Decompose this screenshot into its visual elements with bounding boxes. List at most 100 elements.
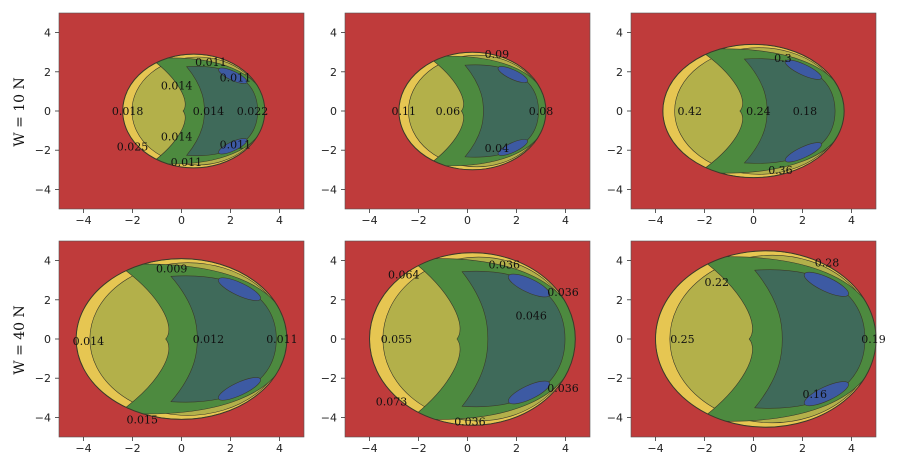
contour-label: 0.22 bbox=[705, 276, 730, 289]
y-tick-label: 4 bbox=[44, 27, 51, 40]
y-tick-label: −4 bbox=[607, 183, 623, 196]
y-tick-label: −4 bbox=[35, 183, 51, 196]
x-tick-label: 0 bbox=[750, 214, 757, 227]
y-tick-label: 2 bbox=[44, 66, 51, 79]
contour-panel: −4 −2 0 2 4 −4 −2 0 2 4 0.09 0.11 0.06 0.08 0.04 bbox=[321, 12, 591, 227]
x-tick-label: 0 bbox=[750, 442, 757, 455]
contour-band bbox=[507, 273, 551, 298]
contour-label: 0.18 bbox=[793, 105, 818, 118]
x-tick-label: 4 bbox=[562, 214, 569, 227]
contour-label: 0.3 bbox=[774, 52, 792, 65]
y-tick-label: 0 bbox=[44, 333, 51, 346]
contour-band bbox=[217, 277, 261, 301]
contour-label: 0.012 bbox=[193, 333, 225, 346]
contour-label: 0.014 bbox=[193, 105, 225, 118]
x-tick-label: −4 bbox=[361, 214, 377, 227]
contact-boundary bbox=[369, 252, 576, 426]
x-tick-label: 2 bbox=[513, 214, 520, 227]
y-tick-label: −4 bbox=[35, 411, 51, 424]
x-tick-label: 4 bbox=[276, 214, 283, 227]
contour-label: 0.014 bbox=[161, 130, 193, 143]
x-tick-label: 0 bbox=[464, 442, 471, 455]
contour-label: 0.25 bbox=[670, 333, 695, 346]
y-tick-label: 0 bbox=[330, 105, 337, 118]
contour-label: 0.064 bbox=[388, 268, 420, 281]
x-tick-label: −4 bbox=[647, 214, 663, 227]
x-tick-label: −4 bbox=[361, 442, 377, 455]
y-tick-label: 4 bbox=[616, 27, 623, 40]
x-tick-label: 4 bbox=[276, 442, 283, 455]
row-label-top: W = 10 N bbox=[12, 77, 28, 147]
contact-boundary bbox=[75, 258, 288, 420]
contact-boundary bbox=[662, 43, 845, 179]
contact-boundary bbox=[122, 53, 266, 169]
contour-label: 0.073 bbox=[376, 396, 408, 409]
contour-label: 0.036 bbox=[547, 286, 579, 299]
x-tick-label: −2 bbox=[696, 214, 712, 227]
contour-label: 0.011 bbox=[220, 72, 252, 85]
contour-label: 0.06 bbox=[436, 105, 461, 118]
y-tick-label: −4 bbox=[321, 183, 337, 196]
contour-label: 0.018 bbox=[112, 105, 144, 118]
y-tick-label: −2 bbox=[35, 372, 51, 385]
x-tick-label: 2 bbox=[513, 442, 520, 455]
x-tick-label: −4 bbox=[75, 214, 91, 227]
x-tick-label: −4 bbox=[647, 442, 663, 455]
contour-label: 0.014 bbox=[73, 335, 105, 348]
y-tick-label: 2 bbox=[616, 294, 623, 307]
contour-band bbox=[217, 377, 261, 401]
contour-label: 0.046 bbox=[515, 309, 547, 322]
x-tick-label: −2 bbox=[124, 214, 140, 227]
contour-label: 0.009 bbox=[156, 262, 188, 275]
contour-label: 0.08 bbox=[529, 105, 554, 118]
contour-band bbox=[218, 138, 248, 155]
contour-panel: −4 −2 0 2 4−4−20240.0640.0360.0360.0460.0550… bbox=[321, 240, 591, 455]
contour-band bbox=[497, 139, 528, 156]
contour-label: 0.09 bbox=[485, 48, 510, 61]
y-tick-label: −2 bbox=[607, 372, 623, 385]
y-tick-label: 0 bbox=[330, 333, 337, 346]
x-tick-label: −2 bbox=[410, 214, 426, 227]
x-tick-label: −2 bbox=[696, 442, 712, 455]
x-tick-label: 4 bbox=[848, 442, 855, 455]
contour-band bbox=[803, 381, 849, 407]
y-tick-label: −2 bbox=[321, 144, 337, 157]
y-tick-label: 2 bbox=[330, 294, 337, 307]
contour-label: 0.025 bbox=[117, 140, 149, 153]
y-tick-label: −2 bbox=[35, 144, 51, 157]
y-tick-label: −4 bbox=[607, 411, 623, 424]
y-tick-label: 4 bbox=[330, 27, 337, 40]
x-tick-label: 0 bbox=[464, 214, 471, 227]
x-tick-label: 0 bbox=[178, 214, 185, 227]
y-tick-label: 0 bbox=[616, 333, 623, 346]
contact-boundary bbox=[398, 51, 547, 171]
x-tick-label: 2 bbox=[799, 214, 806, 227]
contour-band bbox=[803, 271, 849, 297]
contour-label: 0.36 bbox=[768, 164, 793, 177]
y-tick-label: 2 bbox=[616, 66, 623, 79]
contour-label: 0.036 bbox=[454, 415, 486, 428]
contour-label: 0.28 bbox=[815, 257, 840, 270]
x-tick-label: 2 bbox=[799, 442, 806, 455]
y-tick-label: −4 bbox=[321, 411, 337, 424]
contour-band bbox=[784, 59, 822, 80]
x-tick-label: −2 bbox=[410, 442, 426, 455]
contour-label: 0.015 bbox=[127, 413, 159, 426]
y-tick-label: −2 bbox=[607, 144, 623, 157]
contour-label: 0.014 bbox=[161, 80, 193, 93]
y-tick-label: 2 bbox=[44, 294, 51, 307]
contour-band bbox=[784, 142, 822, 163]
y-tick-label: 4 bbox=[330, 255, 337, 268]
y-tick-label: −2 bbox=[321, 372, 337, 385]
x-tick-label: 4 bbox=[562, 442, 569, 455]
contour-label: 0.011 bbox=[266, 333, 298, 346]
contour-panel: −4 −2 0 2 4 −4 −2 0 2 4 0.3 0.42 0.24 0.18 0.36 bbox=[607, 12, 877, 227]
y-tick-label: 0 bbox=[44, 105, 51, 118]
contour-band bbox=[507, 380, 551, 405]
contour-label: 0.42 bbox=[678, 105, 703, 118]
x-tick-label: 2 bbox=[227, 214, 234, 227]
contour-label: 0.16 bbox=[803, 388, 828, 401]
contour-label: 0.055 bbox=[381, 333, 413, 346]
